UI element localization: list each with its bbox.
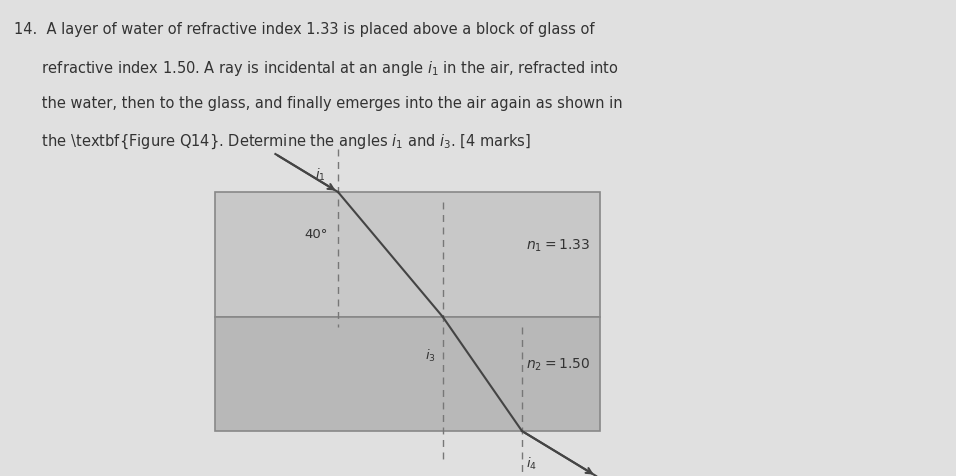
Bar	[215, 193, 600, 317]
Text: 40°: 40°	[304, 228, 328, 241]
Text: $i_3$: $i_3$	[425, 347, 436, 363]
Text: $n_1 = 1.33$: $n_1 = 1.33$	[526, 237, 590, 253]
Text: $n_2 = 1.50$: $n_2 = 1.50$	[526, 356, 590, 372]
Text: the \textbf{Figure Q14}. Determine the angles $i_1$ and $i_3$. [4 marks]: the \textbf{Figure Q14}. Determine the a…	[14, 133, 532, 151]
Text: refractive index 1.50. A ray is incidental at an angle $i_1$ in the air, refract: refractive index 1.50. A ray is incident…	[14, 59, 619, 78]
Text: $i_4$: $i_4$	[527, 455, 537, 471]
Bar	[215, 317, 600, 431]
Text: $i_1$: $i_1$	[315, 167, 325, 183]
Text: the water, then to the glass, and finally emerges into the air again as shown in: the water, then to the glass, and finall…	[14, 96, 622, 111]
Text: 14.  A layer of water of refractive index 1.33 is placed above a block of glass : 14. A layer of water of refractive index…	[14, 22, 595, 37]
